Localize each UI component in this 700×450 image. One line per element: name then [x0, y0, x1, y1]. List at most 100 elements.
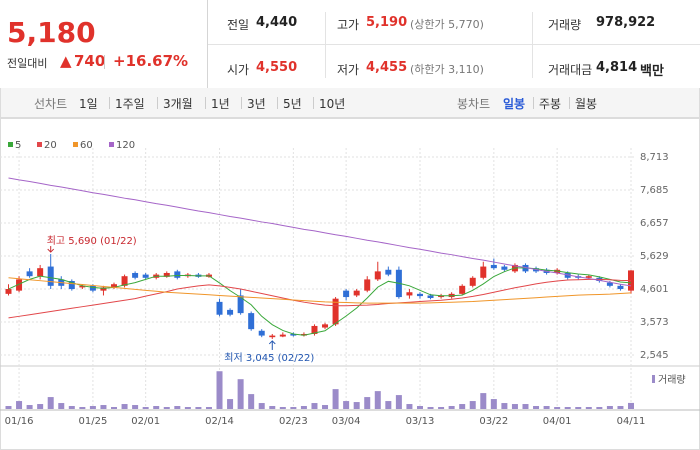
tab[interactable]: 1일 — [79, 97, 98, 111]
tab-separator — [313, 97, 314, 109]
candle-body — [5, 289, 12, 294]
tab[interactable]: 10년 — [319, 97, 346, 111]
change-label: 전일대비 — [7, 57, 48, 70]
volume-bar — [554, 407, 561, 409]
volume-legend-swatch — [652, 375, 655, 383]
volume-bar — [322, 405, 329, 409]
volume-bar — [37, 404, 44, 409]
period-tabs: 선차트 1일 1주일 3개월 1년 3년 5년 10년 봉차트 일봉 주봉 월봉 — [0, 88, 700, 118]
candle-body — [89, 285, 96, 291]
volume-bar — [406, 404, 413, 409]
volume-bar — [58, 403, 65, 409]
legend-swatch — [37, 142, 42, 147]
candle-body — [237, 295, 244, 314]
info-label: 고가 — [337, 18, 360, 32]
volume-bar — [543, 406, 550, 409]
x-tick-label: 03/13 — [406, 416, 435, 427]
volume-bar — [522, 404, 529, 409]
change: 740 — [74, 52, 106, 70]
candle-body — [427, 295, 434, 299]
volume-bar — [364, 397, 371, 409]
volume-bar — [427, 407, 434, 409]
legend-label: 20 — [44, 140, 57, 151]
candle-body — [37, 268, 44, 277]
info-label: 시가 — [227, 63, 250, 77]
volume-bar — [153, 406, 160, 409]
volume-bar — [174, 406, 181, 409]
candle-body — [385, 269, 392, 275]
x-tick-label: 02/14 — [205, 416, 234, 427]
candle-body — [68, 281, 75, 290]
info-label: 전일 — [227, 18, 250, 32]
tab-separator — [533, 97, 534, 109]
volume-bar — [575, 407, 582, 409]
volume-bar — [279, 407, 286, 409]
candle-body — [47, 266, 54, 286]
tab[interactable]: 1주일 — [115, 97, 145, 111]
volume-bar — [68, 406, 75, 409]
candle-body — [269, 335, 276, 338]
tab[interactable]: 일봉 — [503, 97, 526, 111]
volume-bar — [311, 403, 318, 409]
tab-group-label: 봉차트 — [457, 97, 491, 111]
tab-group-label: 선차트 — [34, 97, 68, 111]
x-tick-label: 01/16 — [5, 416, 34, 427]
candle-body — [111, 284, 118, 288]
tab[interactable]: 주봉 — [539, 97, 562, 111]
volume-bar — [195, 407, 202, 409]
tab-separator — [109, 97, 110, 109]
volume-bar — [353, 402, 360, 409]
tab[interactable]: 3개월 — [163, 97, 193, 111]
legend-swatch — [8, 142, 13, 147]
volume-bar — [511, 404, 518, 409]
volume-bar — [248, 394, 255, 409]
y-tick-label: 7,685 — [640, 185, 669, 196]
legend-swatch — [109, 142, 114, 147]
divider — [104, 55, 105, 69]
tab[interactable]: 월봉 — [575, 97, 598, 111]
x-tick-label: 02/23 — [279, 416, 308, 427]
candle-body — [227, 309, 234, 315]
volume-bar — [490, 399, 497, 409]
volume-bar — [47, 397, 54, 409]
candle-body — [353, 290, 360, 296]
candle-body — [480, 266, 487, 278]
volume-bar — [564, 407, 571, 409]
tab[interactable]: 1년 — [211, 97, 230, 111]
volume-bar — [100, 405, 107, 409]
info-label: 거래대금 — [548, 63, 593, 77]
volume-bar — [501, 403, 508, 409]
annotation-arrowhead — [268, 340, 276, 345]
volume-bar — [469, 401, 476, 409]
tab[interactable]: 5년 — [283, 97, 302, 111]
up-triangle: ▲ — [60, 52, 72, 70]
candle-body — [290, 333, 297, 336]
y-tick-label: 8,713 — [640, 152, 669, 163]
volume-bar — [332, 389, 339, 409]
annotation-label: 최저 3,045 (02/22) — [224, 352, 314, 364]
info-value: 4,455 — [366, 60, 408, 75]
x-tick-label: 04/11 — [617, 416, 646, 427]
moving-average-line — [8, 177, 632, 287]
tab[interactable]: 3년 — [247, 97, 266, 111]
volume-bar — [111, 407, 118, 409]
volume-bar — [163, 407, 170, 409]
change-pct: +16.67% — [113, 52, 189, 70]
volume-bar — [237, 379, 244, 409]
volume-legend-label: 거래량 — [658, 374, 686, 386]
candle-body — [216, 301, 223, 315]
legend-swatch — [73, 142, 78, 147]
info-value: 4,440 — [256, 15, 298, 30]
candle-body — [121, 276, 128, 286]
volume-bar — [300, 406, 307, 409]
volume-bar — [16, 401, 23, 409]
candle-body — [311, 325, 318, 334]
volume-bar — [290, 407, 297, 409]
volume-bar — [269, 406, 276, 409]
candle-body — [364, 279, 371, 291]
candle-body — [617, 285, 624, 290]
tab-separator — [157, 97, 158, 109]
candle-body — [174, 271, 181, 278]
candle-body — [490, 264, 497, 269]
